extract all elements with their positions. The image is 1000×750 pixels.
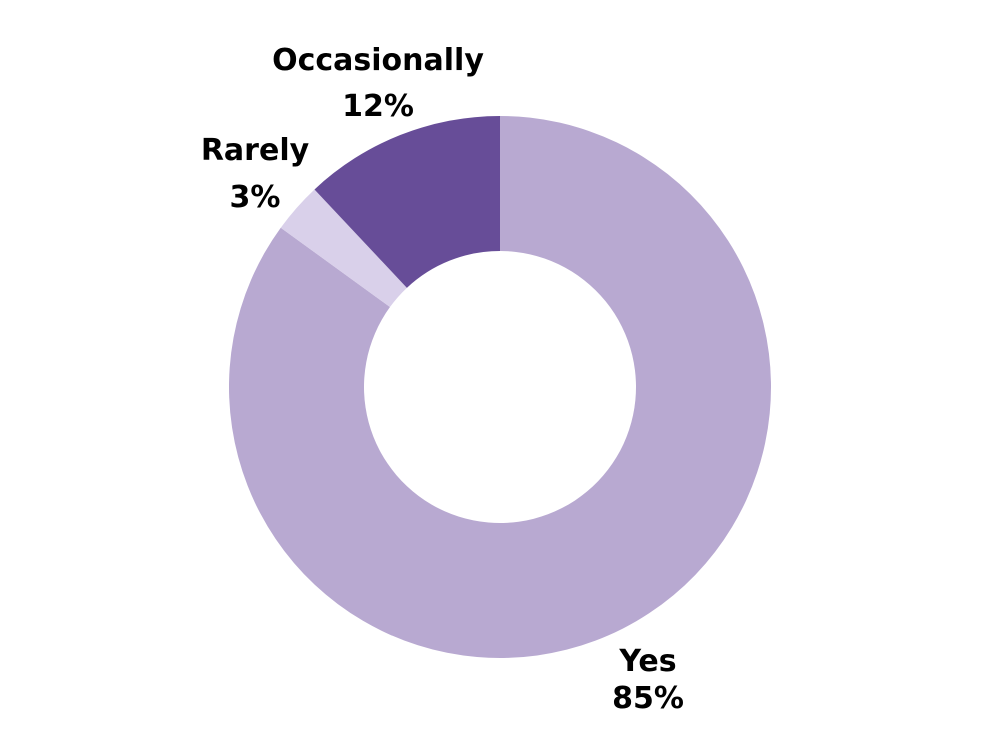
slice-label-rarely-value: 3% [230, 180, 281, 215]
slice-label-yes-name: Yes [618, 644, 676, 679]
donut-slice-occasionally [314, 116, 500, 288]
slice-label-rarely-name: Rarely [201, 133, 310, 168]
donut-slice-yes [228, 116, 771, 658]
slice-label-yes-value: 85% [612, 681, 684, 716]
slice-label-occasionally-name: Occasionally [272, 43, 484, 78]
slice-label-occasionally-value: 12% [342, 89, 414, 124]
donut-slices [228, 116, 771, 658]
donut-slice-rarely [280, 189, 407, 308]
